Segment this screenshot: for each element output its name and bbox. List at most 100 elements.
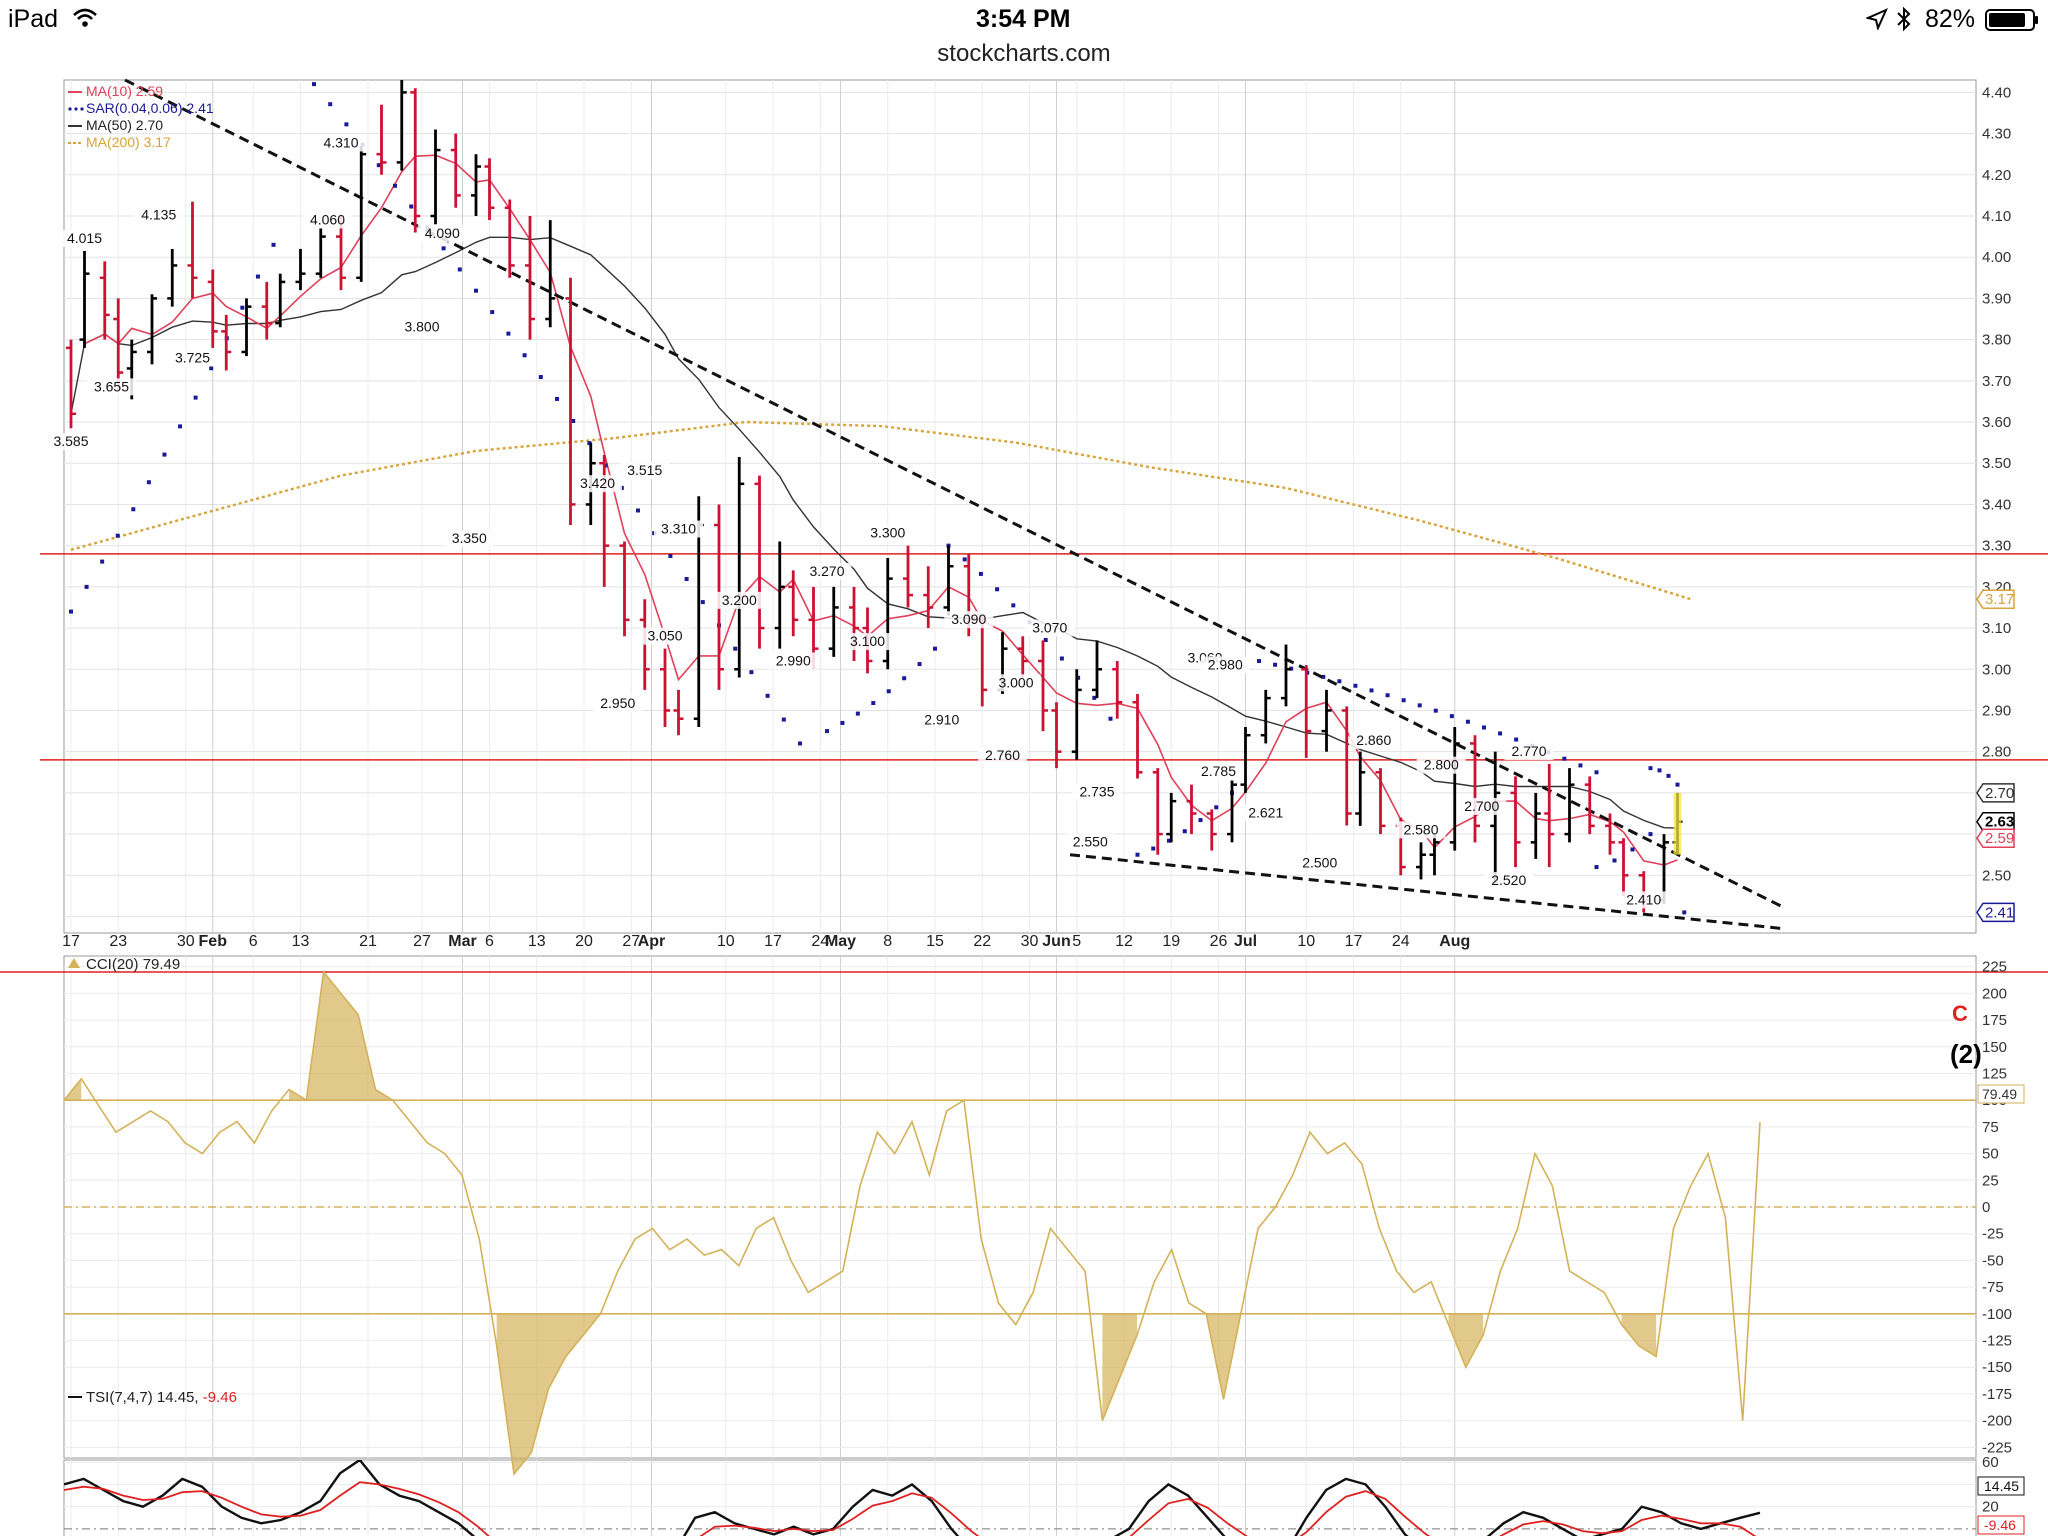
sar-dot (162, 452, 167, 457)
price-label-bg (978, 747, 1027, 765)
price-label: 2.990 (776, 652, 811, 668)
price-label-bg (1295, 854, 1345, 872)
tsi-badge-signal: -9.46 (1984, 1517, 2016, 1533)
price-label: 3.725 (175, 350, 210, 366)
price-label: 3.310 (661, 521, 696, 537)
cci-y-tick-label: 175 (1982, 1012, 2007, 1029)
sar-dot (409, 204, 414, 209)
ohlc-bar (430, 129, 441, 225)
price-y-tick-label: 3.80 (1982, 332, 2011, 349)
x-tick-label: Jun (1042, 933, 1070, 950)
cci-y-tick-label: 75 (1982, 1119, 1999, 1136)
price-y-tick-label: 3.90 (1982, 290, 2011, 307)
price-label: 2.520 (1491, 872, 1526, 888)
price-label: 3.050 (647, 628, 682, 644)
sar-dot (840, 720, 845, 725)
sar-dot (255, 274, 260, 279)
trend-lines (124, 78, 1787, 931)
ohlc-bar (241, 298, 252, 357)
price-y-tick-label: 4.10 (1982, 208, 2011, 225)
price-axis-badge (1976, 783, 2015, 803)
price-y-tick-label: 3.00 (1982, 661, 2011, 678)
sar-dot (1648, 832, 1653, 837)
sar-dot (636, 508, 640, 513)
price-label: 2.700 (1464, 798, 1499, 814)
ohlc-bar (788, 570, 799, 637)
ohlc-bar (167, 248, 178, 307)
price-y-tick-label: 4.30 (1982, 126, 2011, 143)
ohlc-bar (734, 457, 745, 678)
trend-line (1069, 853, 1786, 931)
x-tick-label: Mar (448, 933, 476, 950)
price-label-bg (573, 475, 622, 493)
price-grid (64, 80, 1976, 933)
cci-level-lines (0, 971, 2048, 1315)
ohlc-bar (1605, 813, 1615, 855)
ohlc-bar (1470, 735, 1480, 843)
price-axis-badges: 3.17 2.70 2.632.59 2.41 (1976, 589, 2015, 923)
sar-dot (733, 646, 738, 651)
ohlc-bar (1038, 640, 1048, 732)
price-axis-badge-label: 3.17 (1985, 591, 2014, 608)
sar-dot (1630, 847, 1635, 852)
price-label-bg (303, 211, 352, 229)
price-label: 4.015 (67, 230, 102, 246)
sar-dot (376, 163, 381, 168)
cci-series (63, 970, 1761, 1476)
x-tick-label: 13 (528, 933, 546, 950)
x-tick-label: Apr (638, 933, 666, 950)
ohlc-bar (1092, 640, 1102, 699)
price-label-bg (1200, 656, 1250, 674)
cci-y-tick-label: -25 (1982, 1226, 2004, 1243)
sar-dot (1011, 603, 1016, 608)
price-y-tick-label: 2.90 (1982, 702, 2011, 719)
stock-chart: 4.015 3.585 3.655 4.135 3.725 4.310 4.060 4.090… (0, 78, 2048, 1536)
cci-y-tick-label: 225 (1982, 959, 2007, 976)
price-label-bg (917, 711, 967, 729)
sar-dot (1612, 858, 1617, 863)
price-label-bg (1484, 872, 1534, 890)
sar-dot (1514, 737, 1519, 742)
sar-dot (781, 717, 786, 722)
sar-dot (684, 576, 689, 581)
cci-y-tick-label: -50 (1982, 1252, 2004, 1269)
sar-dot (209, 366, 214, 371)
sar-dot (1449, 714, 1454, 719)
sar-dot (1043, 637, 1048, 642)
price-label: 4.090 (425, 225, 460, 241)
price-y-tick-label: 3.60 (1982, 414, 2011, 431)
price-label-bg (316, 134, 366, 152)
sar-dot (962, 557, 967, 562)
price-label-bg (87, 378, 136, 396)
url-bar[interactable]: stockcharts.com (0, 40, 2048, 76)
cci-y-tick-label: -100 (1982, 1306, 2012, 1323)
price-label-bg (654, 520, 703, 538)
price-label: 2.760 (985, 747, 1020, 763)
x-tick-label: 30 (177, 933, 195, 950)
sar-dot (825, 729, 829, 734)
ohlc-bar (1341, 706, 1352, 826)
wifi-icon (73, 8, 97, 27)
sar-dot (1401, 698, 1406, 703)
x-tick-label: 13 (292, 933, 310, 950)
ohlc-bar (1112, 661, 1123, 719)
sar-dot (1108, 716, 1113, 721)
sar-dot (700, 600, 705, 605)
sar-dot (1465, 719, 1470, 724)
price-label-bg (768, 652, 818, 670)
price-annotations: 4.015 3.585 3.655 4.135 3.725 4.310 4.060 4.090… (46, 134, 1669, 909)
price-label: 3.090 (951, 611, 986, 627)
ohlc-bar (1186, 784, 1197, 835)
sar-dot (1321, 674, 1326, 679)
price-label: 3.585 (53, 433, 88, 449)
cci-badge: 79.49 (1977, 1084, 2025, 1104)
sar-dot (506, 331, 511, 336)
x-tick-label: 6 (485, 933, 494, 950)
sar-dot (1289, 666, 1294, 671)
ohlc-bar (484, 158, 495, 221)
x-tick-label: 8 (883, 933, 892, 950)
sar-dot (1682, 910, 1687, 915)
sar-dot (1198, 818, 1203, 823)
price-label: 2.735 (1079, 783, 1114, 799)
sar-dot (1594, 865, 1599, 870)
